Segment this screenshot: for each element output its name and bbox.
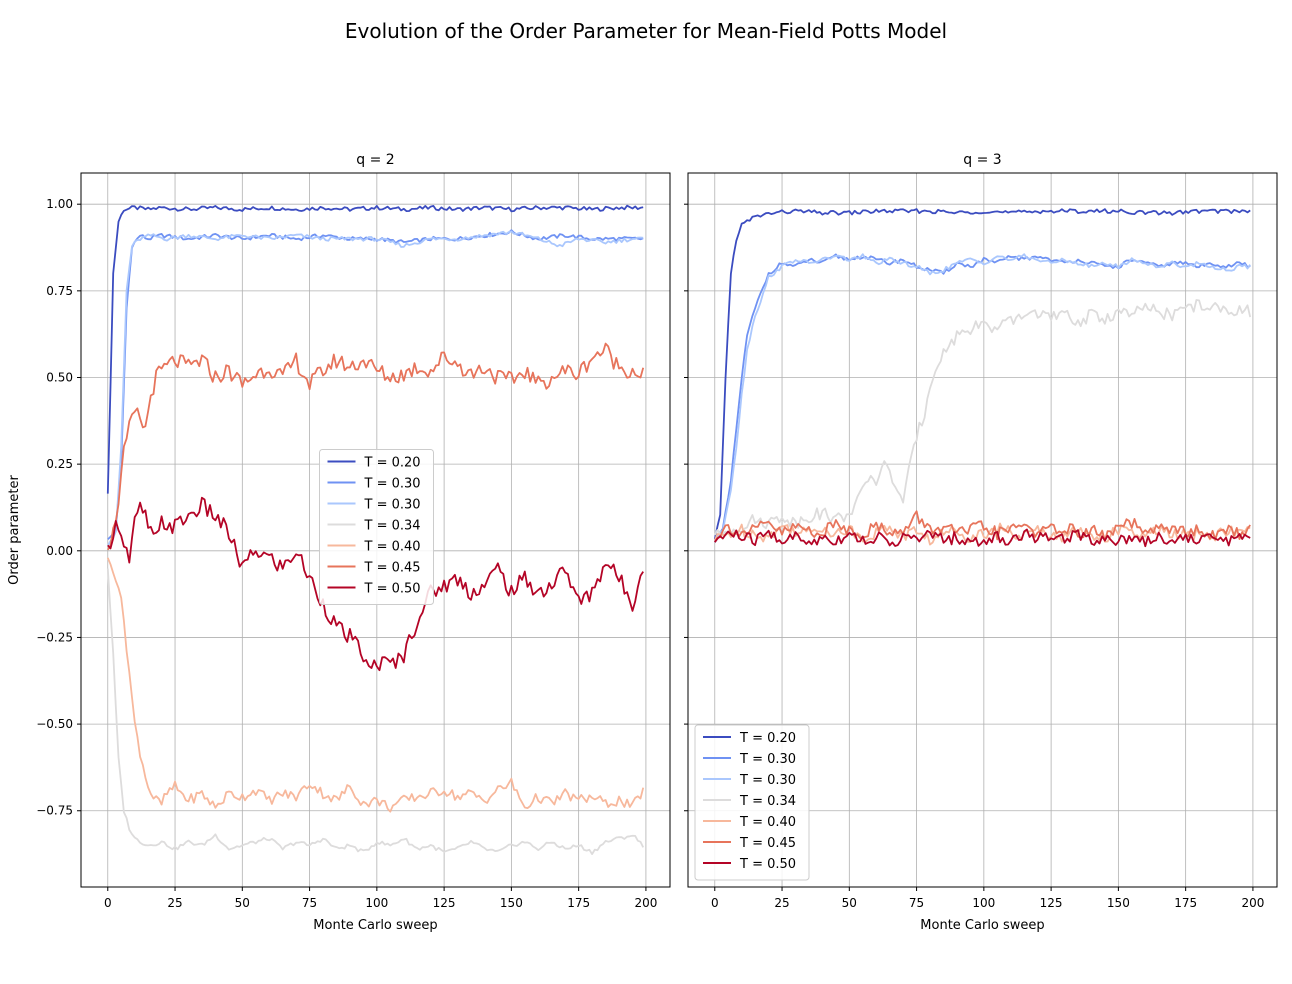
series-line xyxy=(714,510,1251,543)
x-tick-label: 50 xyxy=(235,896,250,910)
legend-label: T = 0.45 xyxy=(364,561,421,576)
x-tick-label: 0 xyxy=(104,896,112,910)
legend: T = 0.20 T = 0.30 T = 0.30 T = 0.34 T = 0.40… xyxy=(319,449,434,605)
x-tick-label: 50 xyxy=(842,896,857,910)
panel-title: q = 2 xyxy=(356,152,394,168)
legend-label: T = 0.40 xyxy=(739,815,796,830)
x-axis-label: Monte Carlo sweep xyxy=(920,918,1044,933)
panel-2: 0 25 50 75 100 125 150 175 200 q = 3 Monte Carlo s… xyxy=(684,152,1278,933)
x-tick-label: 150 xyxy=(500,896,523,910)
x-tick-label: 200 xyxy=(1241,896,1264,910)
legend-label: T = 0.50 xyxy=(739,857,796,872)
y-tick-label: 0.50 xyxy=(46,370,73,384)
legend-label: T = 0.30 xyxy=(364,477,421,492)
legend-label: T = 0.30 xyxy=(739,773,796,788)
x-tick-label: 175 xyxy=(567,896,590,910)
y-tick-label: −0.25 xyxy=(36,630,73,644)
axes-frame xyxy=(80,172,671,888)
x-tick-label: 200 xyxy=(634,896,657,910)
legend-label: T = 0.34 xyxy=(739,794,796,809)
legend-label: T = 0.45 xyxy=(739,836,796,851)
x-tick-label: 75 xyxy=(909,896,924,910)
x-tick-label: 125 xyxy=(433,896,456,910)
x-tick-label: 25 xyxy=(167,896,182,910)
panels: 0 25 50 75 100 125 150 175 200 1.00 0.75 0.50 0.25 0.… xyxy=(7,152,1278,933)
x-tick-label: 0 xyxy=(711,896,719,910)
series-line xyxy=(714,253,1251,543)
legend-label: T = 0.50 xyxy=(364,582,421,597)
legend-label: T = 0.20 xyxy=(739,731,796,746)
legend-label: T = 0.30 xyxy=(364,498,421,513)
panel-1: 0 25 50 75 100 125 150 175 200 1.00 0.75 0.50 0.25 0.… xyxy=(7,152,671,933)
y-tick-label: 1.00 xyxy=(46,197,73,211)
y-tick-label: 0.25 xyxy=(46,457,73,471)
series-line xyxy=(107,230,644,547)
series-line xyxy=(713,208,1251,540)
legend-label: T = 0.30 xyxy=(739,752,796,767)
series-line xyxy=(714,253,1251,542)
x-tick-label: 100 xyxy=(365,896,388,910)
legend-label: T = 0.40 xyxy=(364,540,421,555)
series-line xyxy=(106,557,645,813)
legend-label: T = 0.34 xyxy=(364,519,421,534)
x-tick-label: 25 xyxy=(774,896,789,910)
y-tick-label: −0.50 xyxy=(36,717,73,731)
legend-label: T = 0.20 xyxy=(364,456,421,471)
x-tick-label: 75 xyxy=(302,896,317,910)
y-axis-label: Order parameter xyxy=(7,474,22,584)
series-line xyxy=(107,342,645,551)
series-line xyxy=(107,496,644,672)
series-line xyxy=(106,568,645,855)
axes-frame xyxy=(687,172,1278,888)
panel-title: q = 3 xyxy=(963,152,1001,168)
x-tick-label: 150 xyxy=(1107,896,1130,910)
x-tick-label: 125 xyxy=(1040,896,1063,910)
y-tick-label: 0.75 xyxy=(46,284,73,298)
x-tick-label: 175 xyxy=(1174,896,1197,910)
y-tick-label: −0.75 xyxy=(36,804,73,818)
series-line xyxy=(714,528,1251,548)
x-axis-label: Monte Carlo sweep xyxy=(313,918,437,933)
y-tick-label: 0.00 xyxy=(46,544,73,558)
series-line xyxy=(714,299,1252,536)
legend: T = 0.20 T = 0.30 T = 0.30 T = 0.34 T = 0.40… xyxy=(694,724,810,881)
series-line xyxy=(106,204,644,494)
x-tick-label: 100 xyxy=(972,896,995,910)
figure-title: Evolution of the Order Parameter for Mea… xyxy=(345,19,947,43)
